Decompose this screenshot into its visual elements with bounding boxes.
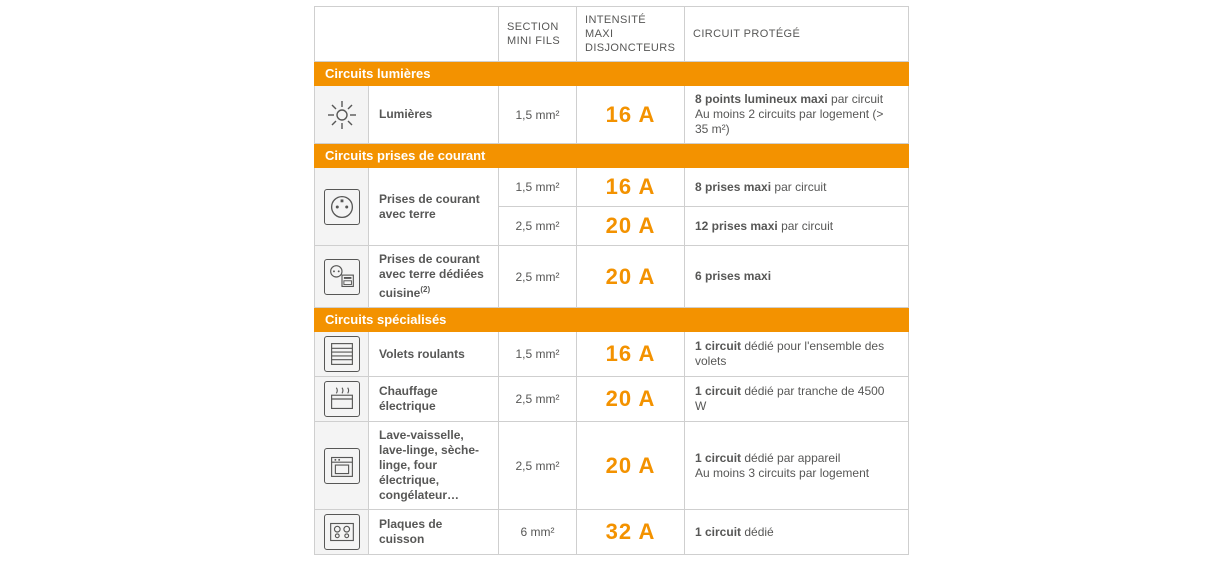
table-row: Lave-vaisselle, lave-linge, sèche-linge,… — [315, 422, 909, 510]
section-title: Circuits lumières — [315, 62, 909, 86]
header-row: SECTION MINI FILS INTENSITÉ MAXI DISJONC… — [315, 7, 909, 62]
row-section: 6 mm² — [499, 510, 577, 555]
row-amp: 20 A — [577, 377, 685, 422]
row-amp: 20 A — [577, 422, 685, 510]
row-protege: 1 circuit dédié par tranche de 4500 W — [685, 377, 909, 422]
row-section: 2,5 mm² — [499, 377, 577, 422]
row-protege: 1 circuit dédié pour l'ensemble des vole… — [685, 332, 909, 377]
row-label: Lumières — [369, 86, 499, 144]
row-section: 2,5 mm² — [499, 422, 577, 510]
section-header: Circuits spécialisés — [315, 308, 909, 332]
row-section: 2,5 mm² — [499, 246, 577, 308]
row-section: 1,5 mm² — [499, 168, 577, 207]
row-amp: 20 A — [577, 207, 685, 246]
row-label: Chauffage électrique — [369, 377, 499, 422]
table-row: Plaques de cuisson6 mm²32 A1 circuit déd… — [315, 510, 909, 555]
table-row: Lumières1,5 mm²16 A8 points lumineux max… — [315, 86, 909, 144]
row-amp: 16 A — [577, 168, 685, 207]
row-protege: 12 prises maxi par circuit — [685, 207, 909, 246]
row-amp: 20 A — [577, 246, 685, 308]
row-label: Prises de courant avec terre — [369, 168, 499, 246]
shutter-icon — [324, 336, 360, 372]
table-row: Prises de courant avec terre1,5 mm²16 A8… — [315, 168, 909, 207]
section-title: Circuits prises de courant — [315, 144, 909, 168]
section-title: Circuits spécialisés — [315, 308, 909, 332]
table-row: Chauffage électrique2,5 mm²20 A1 circuit… — [315, 377, 909, 422]
row-label: Plaques de cuisson — [369, 510, 499, 555]
heater-icon — [324, 381, 360, 417]
row-icon-cell — [315, 246, 369, 308]
row-amp: 16 A — [577, 332, 685, 377]
section-header: Circuits lumières — [315, 62, 909, 86]
header-circuit-protege: CIRCUIT PROTÉGÉ — [685, 7, 909, 62]
row-label: Prises de courant avec terre dédiées cui… — [369, 246, 499, 308]
appliance-icon — [324, 448, 360, 484]
row-icon-cell — [315, 377, 369, 422]
electrical-circuits-table: SECTION MINI FILS INTENSITÉ MAXI DISJONC… — [314, 6, 909, 555]
row-section: 1,5 mm² — [499, 332, 577, 377]
row-protege: 8 prises maxi par circuit — [685, 168, 909, 207]
row-section: 1,5 mm² — [499, 86, 577, 144]
row-icon-cell — [315, 86, 369, 144]
table-row: Prises de courant avec terre dédiées cui… — [315, 246, 909, 308]
header-intensite: INTENSITÉ MAXI DISJONCTEURS — [577, 7, 685, 62]
row-section: 2,5 mm² — [499, 207, 577, 246]
row-icon-cell — [315, 422, 369, 510]
table-row: Volets roulants1,5 mm²16 A1 circuit dédi… — [315, 332, 909, 377]
socket-icon — [324, 189, 360, 225]
header-section-mini: SECTION MINI FILS — [499, 7, 577, 62]
header-blank — [315, 7, 499, 62]
row-protege: 1 circuit dédié par appareilAu moins 3 c… — [685, 422, 909, 510]
row-label: Lave-vaisselle, lave-linge, sèche-linge,… — [369, 422, 499, 510]
row-amp: 32 A — [577, 510, 685, 555]
hob-icon — [324, 514, 360, 550]
row-amp: 16 A — [577, 86, 685, 144]
section-header: Circuits prises de courant — [315, 144, 909, 168]
row-protege: 8 points lumineux maxi par circuitAu moi… — [685, 86, 909, 144]
row-icon-cell — [315, 332, 369, 377]
row-icon-cell — [315, 510, 369, 555]
row-icon-cell — [315, 168, 369, 246]
kitchen-socket-icon — [324, 259, 360, 295]
light-icon — [324, 97, 360, 133]
row-protege: 1 circuit dédié — [685, 510, 909, 555]
row-label: Volets roulants — [369, 332, 499, 377]
row-protege: 6 prises maxi — [685, 246, 909, 308]
